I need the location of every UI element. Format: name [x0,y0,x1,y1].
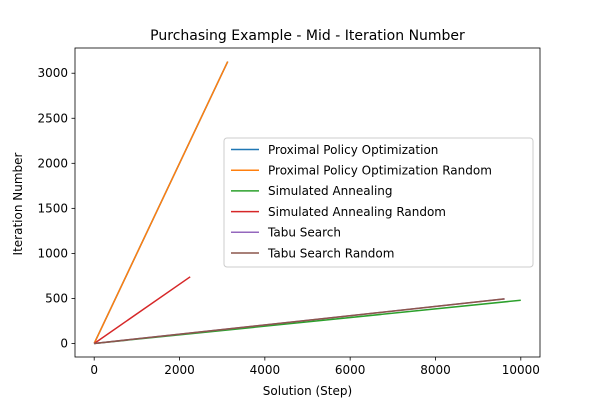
series-line-3 [93,276,191,345]
axes: 0 2000 4000 6000 8000 10000 0 500 1000 1500 2000 25… [37,47,541,377]
y-tick-label: 500 [45,291,68,305]
y-tick-label: 2000 [37,156,68,170]
legend-label-3: Simulated Annealing Random [268,205,446,219]
series-line-1 [93,61,229,344]
y-tick-label: 3000 [37,66,68,80]
legend-label-4: Tabu Search [267,226,341,240]
x-tick-label: 6000 [335,363,366,377]
legend-label-0: Proximal Policy Optimization [268,143,438,157]
legend-label-5: Tabu Search Random [267,246,394,260]
chart-title: Purchasing Example - Mid - Iteration Num… [150,28,465,44]
x-tick-label: 2000 [164,363,195,377]
plot-frame [74,47,541,358]
legend: Proximal Policy Optimization Proximal Pol… [223,137,534,268]
legend-box [223,137,534,268]
x-tick-label: 10000 [502,363,540,377]
x-tick-label: 8000 [420,363,451,377]
y-tick-label: 1500 [37,201,68,215]
y-axis-label: Iteration Number [11,152,25,255]
x-tick-label: 4000 [250,363,281,377]
y-tick-label: 0 [60,336,68,350]
y-tick-label: 2500 [37,111,68,125]
legend-label-2: Simulated Annealing [268,184,393,198]
y-tick-label: 1000 [37,246,68,260]
plot-area [93,61,521,345]
series-line-5 [94,298,505,345]
legend-label-1: Proximal Policy Optimization Random [268,164,492,178]
x-axis-label: Solution (Step) [263,384,352,398]
x-tick-label: 0 [90,363,98,377]
